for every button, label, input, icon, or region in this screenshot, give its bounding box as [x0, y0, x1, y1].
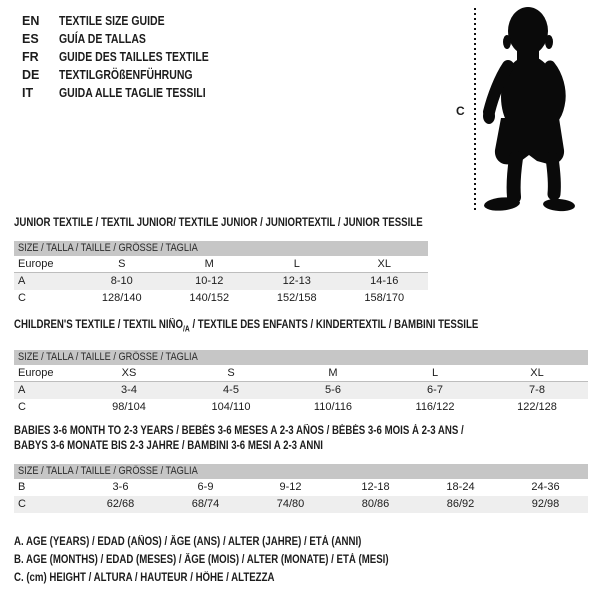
size-cell: 152/158 [276, 292, 317, 304]
row-label: C [18, 498, 26, 510]
row-label: C [18, 292, 26, 304]
size-cell: 74/80 [276, 498, 305, 510]
size-table: SIZE / TALLA / TAILLE / GRÖSSE / TAGLIA E… [14, 241, 428, 307]
language-row: EN TEXTILE SIZE GUIDE [22, 12, 237, 30]
size-cell: 8-10 [110, 275, 133, 287]
language-code: DE [22, 68, 40, 82]
table-row: C 128/140 140/152 152/158 158/170 [14, 290, 428, 307]
size-section: JUNIOR TEXTILE / TEXTIL JUNIOR/ TEXTILE … [14, 216, 428, 307]
size-cell: M [204, 258, 214, 270]
size-cell: S [227, 367, 235, 380]
size-cell: 7-8 [529, 384, 545, 397]
size-cell: 80/86 [361, 498, 390, 510]
table-row: B 3-6 6-9 9-12 12-18 18-24 24-36 [14, 479, 588, 496]
size-cell: 98/104 [112, 401, 146, 414]
language-list: EN TEXTILE SIZE GUIDE ES GUÍA DE TALLAS FR GU… [22, 12, 237, 102]
table-header: SIZE / TALLA / TAILLE / GRÖSSE / TAGLIA [14, 464, 588, 479]
size-cell: 68/74 [191, 498, 220, 510]
row-label: Europe [18, 258, 54, 270]
size-cell: 62/68 [106, 498, 135, 510]
size-table: SIZE / TALLA / TAILLE / GRÖSSE / TAGLIA E… [14, 350, 588, 416]
size-cell: 3-4 [121, 384, 137, 397]
row-label: C [18, 401, 26, 414]
size-cell: 12-13 [282, 275, 311, 287]
size-cell: XL [377, 258, 391, 270]
size-cell: 9-12 [279, 481, 302, 493]
footnote: B. AGE (MONTHS) / EDAD (MESES) / ÂGE (MO… [14, 554, 389, 566]
language-code: IT [22, 86, 34, 100]
language-row: FR GUIDE DES TAILLES TEXTILE [22, 48, 237, 66]
row-label: Europe [18, 367, 54, 380]
table-header: SIZE / TALLA / TAILLE / GRÖSSE / TAGLIA [14, 350, 588, 366]
size-cell: L [293, 258, 300, 270]
size-cell: M [328, 367, 338, 380]
size-cell: 3-6 [112, 481, 129, 493]
footnote: A. AGE (YEARS) / EDAD (AÑOS) / ÂGE (ANS)… [14, 536, 362, 548]
language-code: EN [22, 14, 40, 28]
size-cell: S [118, 258, 126, 270]
table-row: A 8-10 10-12 12-13 14-16 [14, 273, 428, 290]
section-title: CHILDREN'S TEXTILE / TEXTIL NIÑO/A / TEX… [14, 319, 479, 334]
footnote: C. (cm) HEIGHT / ALTURA / HAUTEUR / HÖHE… [14, 572, 275, 584]
size-cell: XS [121, 367, 137, 380]
size-cell: 110/116 [313, 401, 353, 414]
language-row: DE TEXTILGRÖßENFÜHRUNG [22, 66, 237, 84]
size-cell: 122/128 [517, 401, 557, 414]
size-cell: 18-24 [446, 481, 475, 493]
size-cell: 10-12 [195, 275, 224, 287]
size-cell: 116/122 [415, 401, 455, 414]
language-label: TEXTILGRÖßENFÜHRUNG [59, 68, 193, 82]
size-section: BABIES 3-6 MONTH TO 2-3 YEARS / BEBÉS 3-… [14, 424, 588, 513]
size-cell: 5-6 [325, 384, 341, 397]
language-code: FR [22, 50, 39, 64]
size-cell: XL [530, 367, 544, 380]
size-cell: 128/140 [101, 292, 142, 304]
language-row: IT GUIDA ALLE TAGLIE TESSILI [22, 84, 237, 102]
size-cell: 86/92 [446, 498, 475, 510]
section-title: BABIES 3-6 MONTH TO 2-3 YEARS / BEBÉS 3-… [14, 425, 464, 452]
section-title: JUNIOR TEXTILE / TEXTIL JUNIOR/ TEXTILE … [14, 217, 423, 229]
row-label: A [18, 384, 26, 397]
size-cell: 158/170 [364, 292, 405, 304]
size-cell: 24-36 [531, 481, 560, 493]
baby-silhouette-icon [483, 7, 575, 212]
language-label: TEXTILE SIZE GUIDE [59, 14, 165, 28]
language-code: ES [22, 32, 39, 46]
size-section: CHILDREN'S TEXTILE / TEXTIL NIÑO/A / TEX… [14, 318, 588, 416]
size-cell: 104/110 [211, 401, 251, 414]
row-label: A [18, 275, 26, 287]
table-row: C 98/104 104/110 110/116 116/122 122/128 [14, 399, 588, 416]
table-row: Europe XS S M L XL [14, 365, 588, 383]
height-measure-line [474, 8, 476, 212]
size-cell: 12-18 [361, 481, 390, 493]
size-cell: L [431, 367, 439, 380]
size-cell: 6-9 [197, 481, 214, 493]
table-row: C 62/68 68/74 74/80 80/86 86/92 92/98 [14, 496, 588, 513]
size-cell: 6-7 [427, 384, 443, 397]
height-measure-label: C [456, 104, 465, 118]
size-cell: 140/152 [189, 292, 230, 304]
table-row: A 3-4 4-5 5-6 6-7 7-8 [14, 382, 588, 400]
size-cell: 14-16 [370, 275, 399, 287]
footnotes: A. AGE (YEARS) / EDAD (AÑOS) / ÂGE (ANS)… [14, 533, 460, 587]
table-header: SIZE / TALLA / TAILLE / GRÖSSE / TAGLIA [14, 241, 428, 256]
size-cell: 4-5 [223, 384, 239, 397]
size-table: SIZE / TALLA / TAILLE / GRÖSSE / TAGLIA B… [14, 464, 588, 513]
language-row: ES GUÍA DE TALLAS [22, 30, 237, 48]
language-label: GUIDE DES TAILLES TEXTILE [59, 50, 209, 64]
table-row: Europe S M L XL [14, 256, 428, 273]
language-label: GUIDA ALLE TAGLIE TESSILI [59, 86, 206, 100]
row-label: B [18, 481, 26, 493]
size-cell: 92/98 [531, 498, 560, 510]
language-label: GUÍA DE TALLAS [59, 32, 146, 46]
